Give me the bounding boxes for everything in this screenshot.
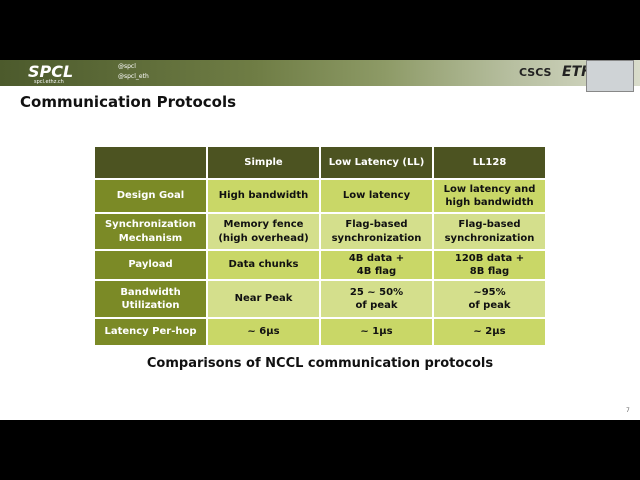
column-header: Simple [207,146,320,179]
table-row: Payload Data chunks 4B data + 4B flag 120B … [94,250,546,280]
webcam [586,60,634,92]
table: Simple Low Latency (LL) LL128 Design Goal Hi… [94,146,546,346]
banner: SPCL spcl.ethz.ch @spcl @spcl_eth CSCS E… [0,60,640,92]
table-cell: Memory fence (high overhead) [207,213,320,250]
table-cell: ~95% of peak [433,280,546,318]
table-cell: Near Peak [207,280,320,318]
table-row: Bandwidth Utilization Near Peak 25 ~ 50% o… [94,280,546,318]
handle: @spcl_eth [118,73,149,80]
partner: ETH [562,64,593,80]
table-cell: 4B data + 4B flag [320,250,433,280]
column-header: Low Latency (LL) [320,146,433,179]
page-number: 7 [626,407,630,414]
slide: SPCL spcl.ethz.ch @spcl @spcl_eth CSCS E… [0,60,640,420]
handle: @spcl [118,63,136,70]
table-cell: Low latency and high bandwidth [433,179,546,213]
table-cell: ~ 2µs [433,318,546,346]
caption: Comparisons of NCCL communication protoc… [146,356,494,371]
partner: CSCS [519,66,552,79]
table-cell: Low latency [320,179,433,213]
logo: SPCL [28,62,74,81]
header-row: Simple Low Latency (LL) LL128 [94,146,546,179]
site: spcl.ethz.ch [34,79,64,85]
column-header [94,146,207,179]
row-header: Design Goal [94,179,207,213]
table-cell: 120B data + 8B flag [433,250,546,280]
table-cell: Data chunks [207,250,320,280]
table-row: Latency Per-hop ~ 6µs ~ 1µs ~ 2µs [94,318,546,346]
table-cell: Flag-based synchronization [433,213,546,250]
table-cell: Flag-based synchronization [320,213,433,250]
row-header: Bandwidth Utilization [94,280,207,318]
column-header: LL128 [433,146,546,179]
row-header: Synchronization Mechanism [94,213,207,250]
table-cell: ~ 6µs [207,318,320,346]
table-row: Design Goal High bandwidth Low latency Low … [94,179,546,213]
table-row: Synchronization Mechanism Memory fence (h… [94,213,546,250]
row-header: Latency Per-hop [94,318,207,346]
slide-title: Communication Protocols [20,93,237,111]
table-cell: High bandwidth [207,179,320,213]
row-header: Payload [94,250,207,280]
table-cell: 25 ~ 50% of peak [320,280,433,318]
table-cell: ~ 1µs [320,318,433,346]
